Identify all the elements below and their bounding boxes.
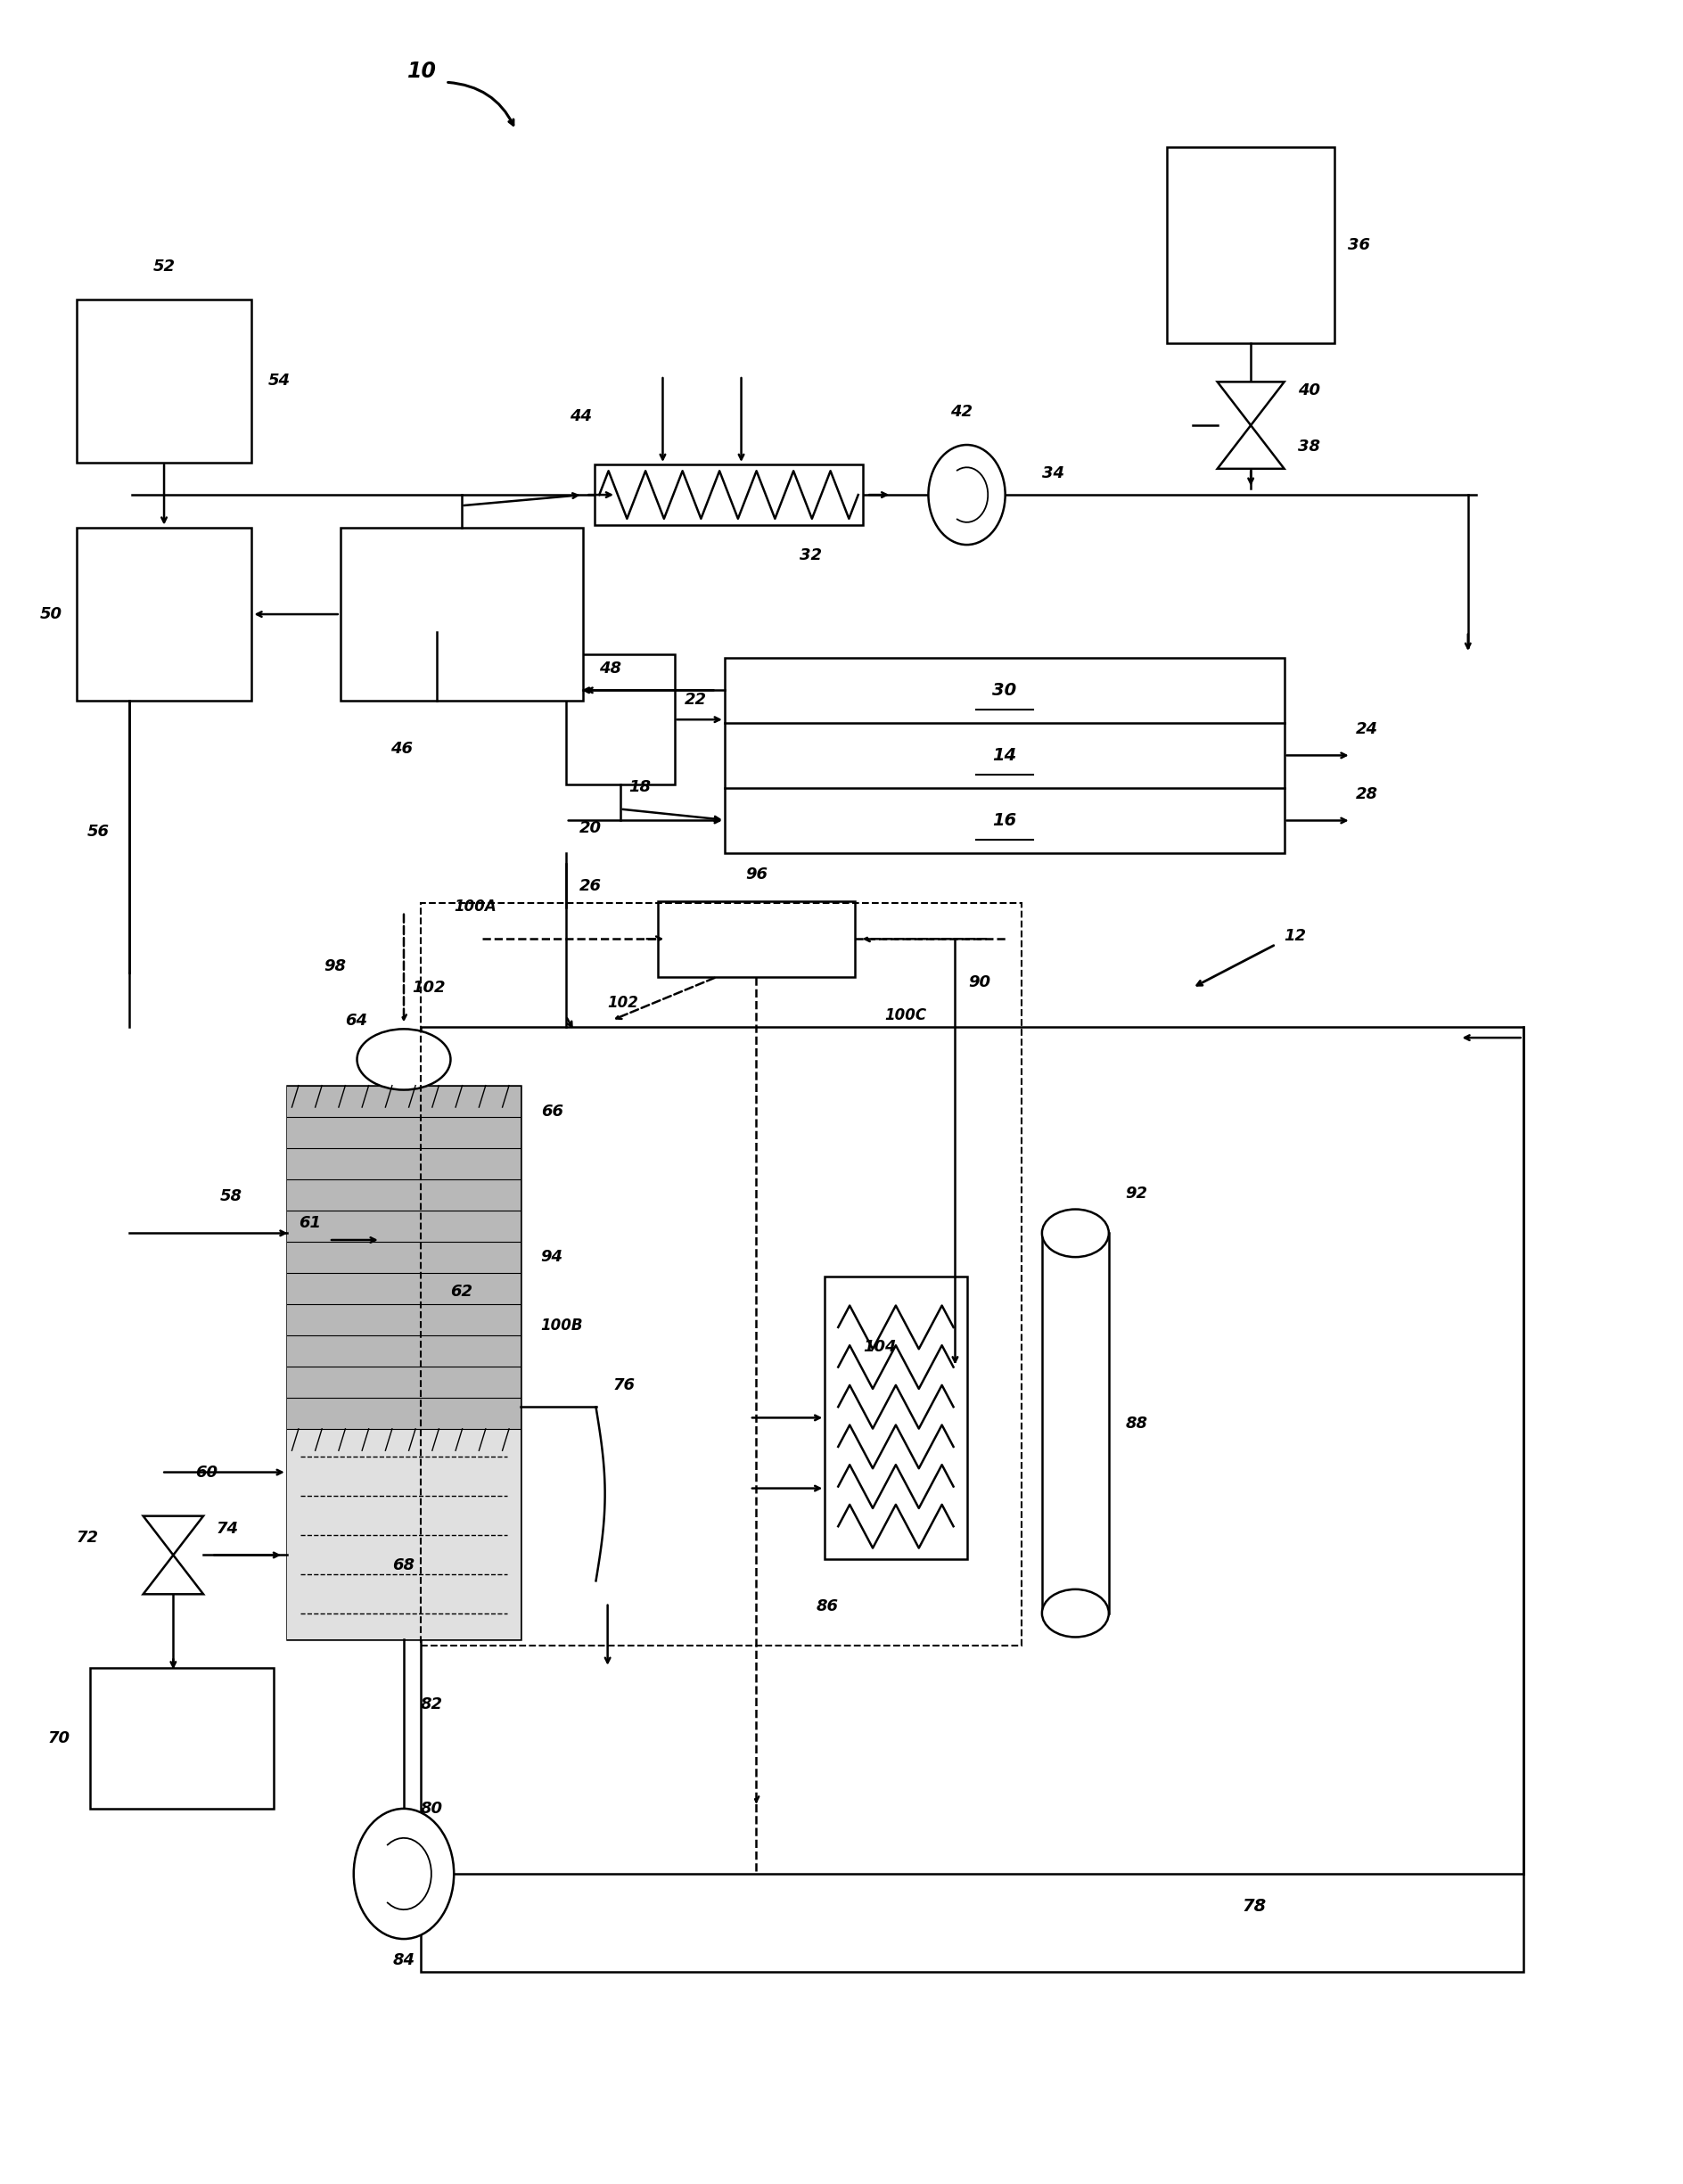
Circle shape: [929, 446, 1005, 544]
Text: 78: 78: [1242, 1898, 1267, 1915]
Text: 66: 66: [540, 1103, 564, 1120]
Text: 82: 82: [421, 1697, 443, 1712]
Text: 56: 56: [88, 823, 109, 839]
Text: 72: 72: [76, 1529, 99, 1546]
Text: 30: 30: [993, 681, 1017, 699]
Text: 64: 64: [345, 1013, 367, 1029]
Text: 10: 10: [407, 61, 436, 83]
Bar: [825, 1278, 966, 1559]
Bar: [286, 1428, 520, 1640]
Bar: [725, 657, 1284, 854]
Text: 100B: 100B: [540, 1317, 582, 1334]
Bar: [1042, 1234, 1109, 1614]
Text: 102: 102: [412, 981, 446, 996]
Polygon shape: [1217, 382, 1284, 426]
Text: 12: 12: [1284, 928, 1306, 943]
Text: 86: 86: [816, 1599, 838, 1614]
Bar: [658, 900, 855, 976]
Text: 60: 60: [195, 1463, 217, 1481]
Text: 98: 98: [323, 959, 347, 974]
Bar: [89, 1666, 274, 1808]
Polygon shape: [143, 1555, 204, 1594]
Text: 26: 26: [579, 878, 601, 893]
Text: 22: 22: [685, 692, 707, 708]
Text: 92: 92: [1126, 1186, 1148, 1201]
Text: 52: 52: [153, 258, 175, 275]
Text: 18: 18: [628, 780, 651, 795]
Text: 94: 94: [540, 1249, 564, 1265]
Polygon shape: [143, 1516, 204, 1555]
Text: 102: 102: [608, 996, 640, 1011]
Text: 104: 104: [863, 1339, 897, 1356]
Text: 100C: 100C: [885, 1007, 927, 1022]
Text: 61: 61: [298, 1214, 321, 1232]
Bar: [286, 1085, 520, 1428]
Text: 76: 76: [613, 1378, 634, 1393]
Text: 36: 36: [1348, 238, 1370, 253]
Bar: [340, 526, 582, 701]
Bar: [421, 902, 1022, 1647]
Text: 34: 34: [1042, 465, 1064, 480]
Text: 32: 32: [799, 548, 821, 563]
Bar: [421, 1026, 1523, 1972]
Text: 50: 50: [40, 607, 62, 622]
Bar: [594, 465, 863, 524]
Text: 80: 80: [421, 1800, 443, 1817]
Bar: [1168, 146, 1335, 343]
Ellipse shape: [357, 1029, 451, 1090]
Text: 90: 90: [968, 974, 991, 989]
Bar: [76, 526, 252, 701]
Text: 14: 14: [993, 747, 1017, 764]
Bar: [286, 1085, 520, 1640]
Text: 70: 70: [47, 1730, 71, 1745]
Bar: [565, 655, 675, 784]
Ellipse shape: [1042, 1590, 1109, 1638]
Text: 54: 54: [269, 373, 291, 389]
Text: 46: 46: [390, 740, 412, 758]
Text: 28: 28: [1356, 786, 1378, 802]
Text: 16: 16: [993, 812, 1017, 830]
Text: 100A: 100A: [454, 898, 496, 915]
Text: 40: 40: [1298, 382, 1319, 400]
Polygon shape: [1217, 426, 1284, 470]
Text: 88: 88: [1126, 1415, 1148, 1431]
Text: 84: 84: [392, 1952, 416, 1968]
Text: 62: 62: [451, 1284, 473, 1299]
Text: 74: 74: [217, 1520, 239, 1538]
Text: 68: 68: [392, 1557, 416, 1575]
Text: 24: 24: [1356, 721, 1378, 738]
Text: 48: 48: [599, 660, 621, 677]
Text: 44: 44: [569, 408, 591, 424]
Text: 58: 58: [220, 1188, 242, 1203]
Bar: [76, 299, 252, 463]
Text: 96: 96: [746, 867, 767, 882]
Text: 20: 20: [579, 821, 601, 836]
Text: 38: 38: [1298, 439, 1319, 454]
Circle shape: [353, 1808, 454, 1939]
Text: 42: 42: [951, 404, 973, 419]
Ellipse shape: [1042, 1210, 1109, 1258]
